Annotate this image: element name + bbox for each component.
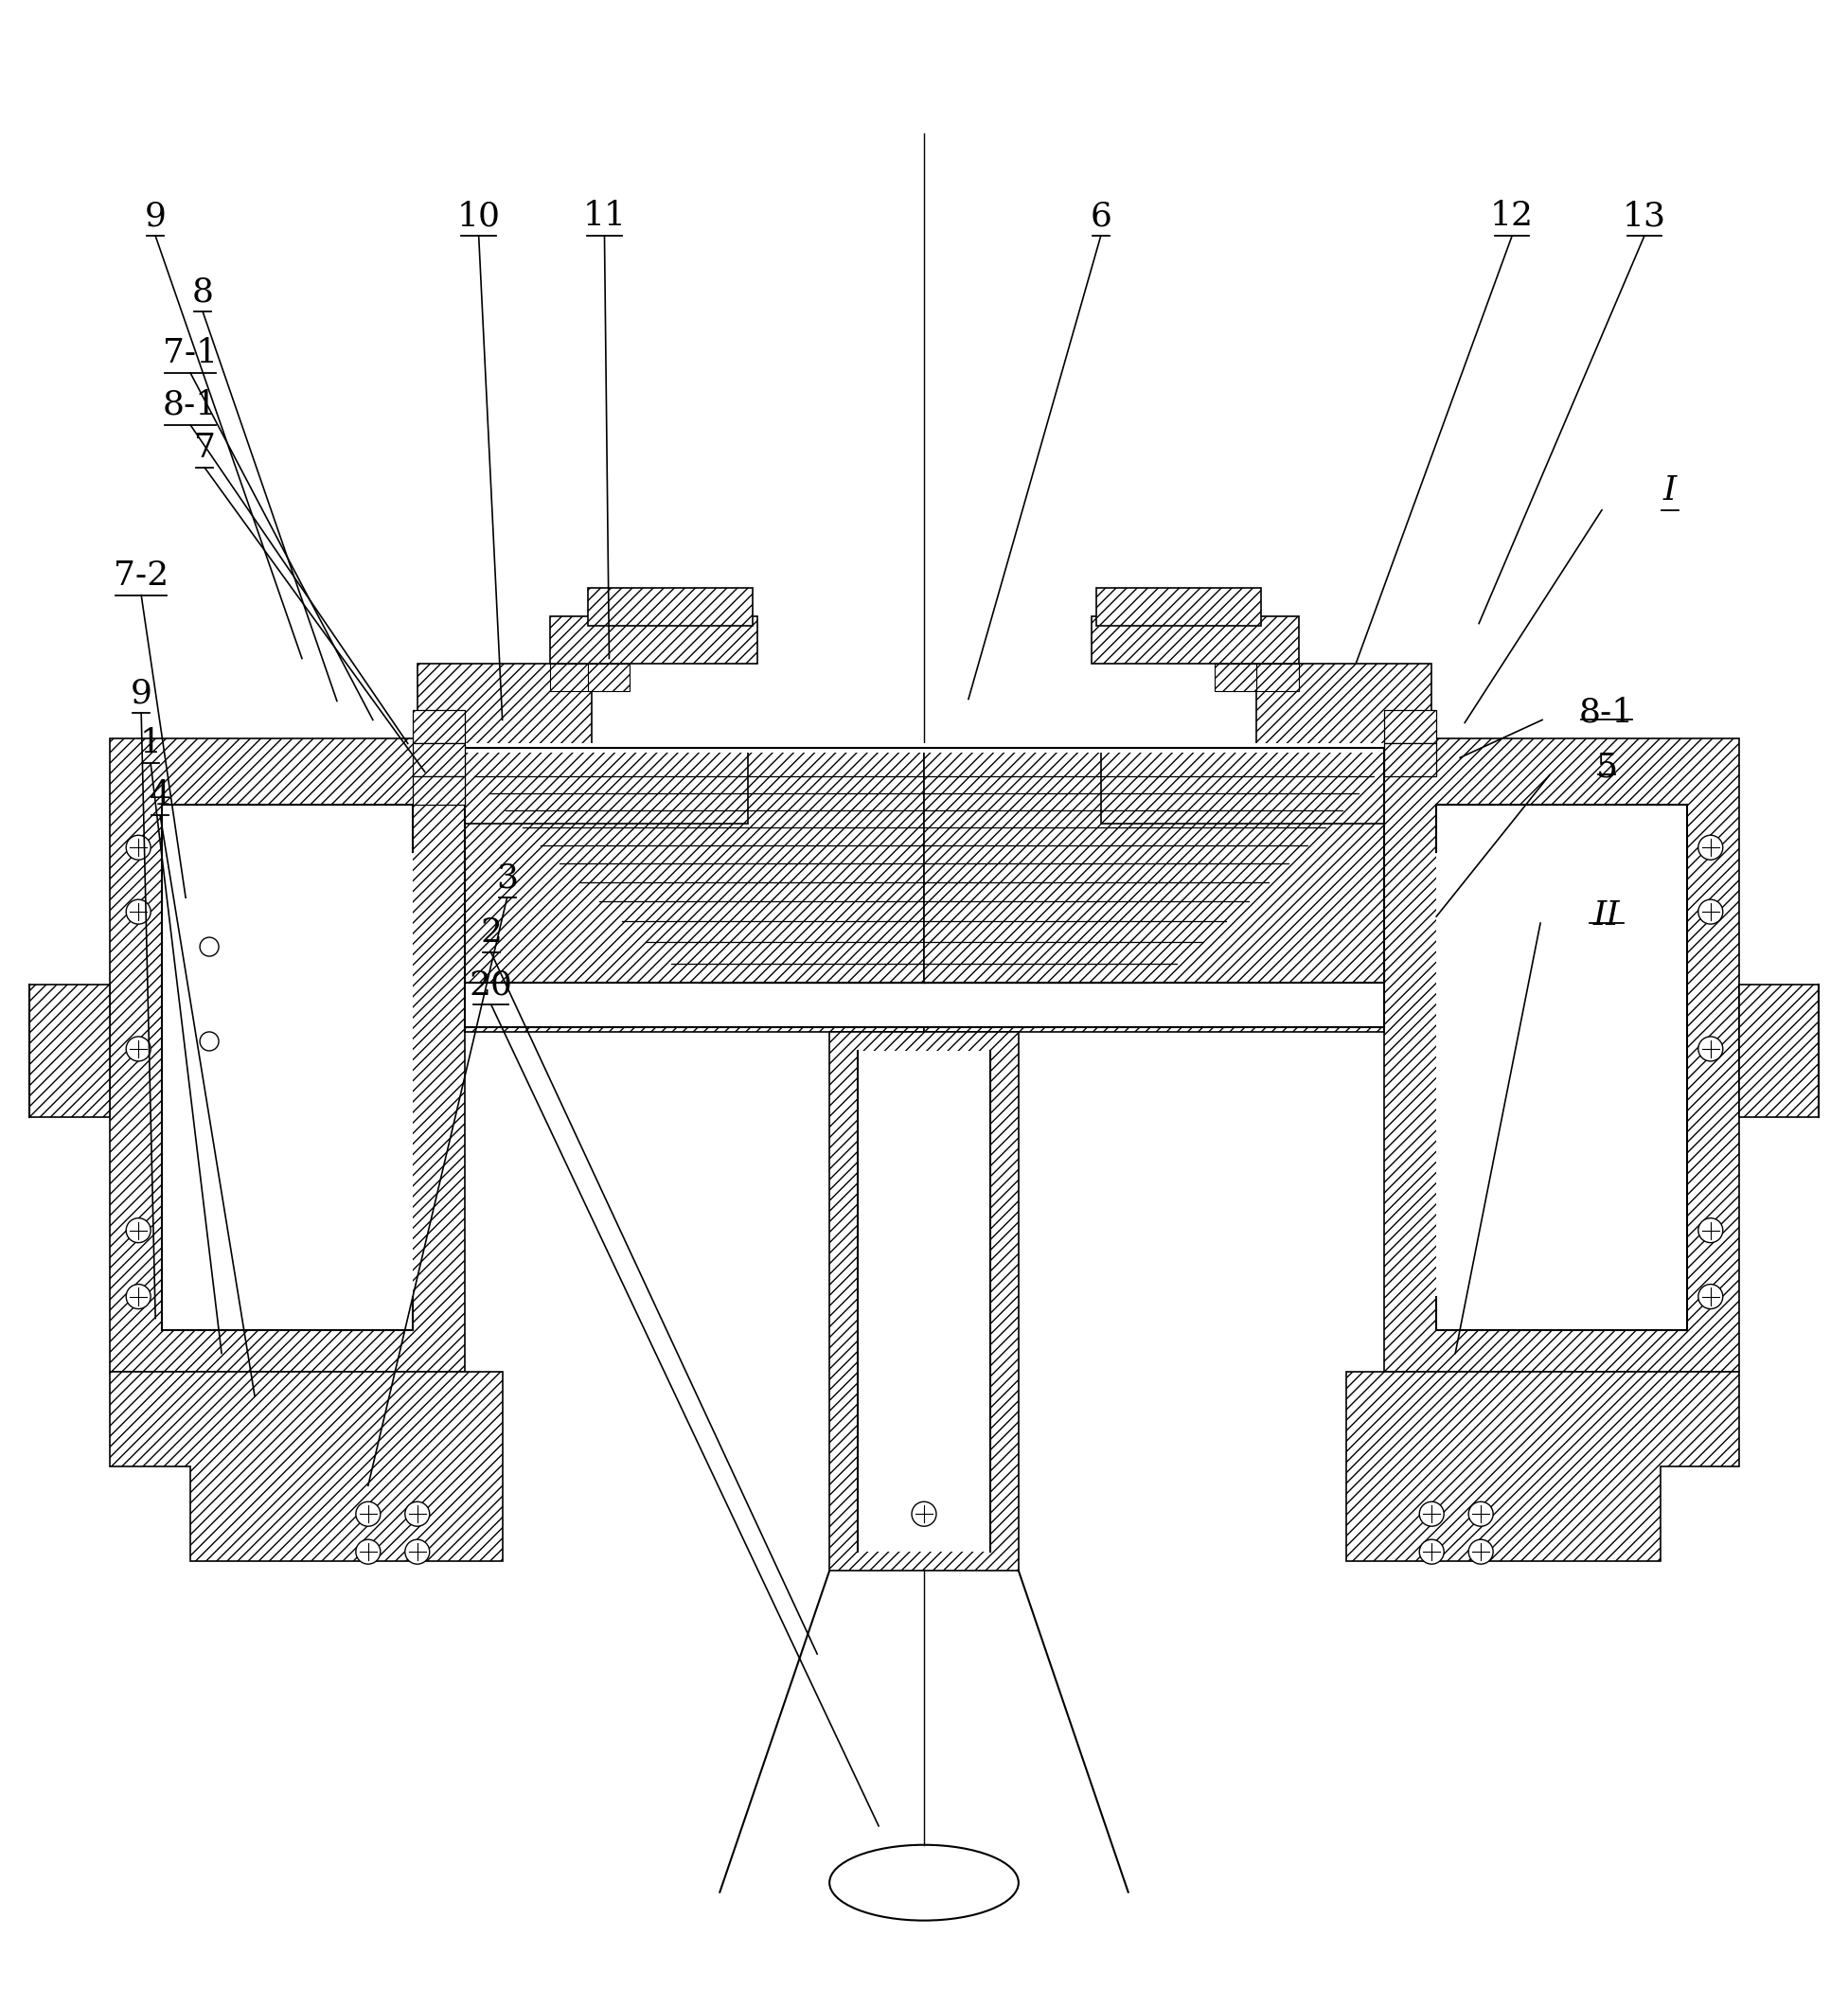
- Circle shape: [1469, 1501, 1493, 1525]
- Polygon shape: [1096, 588, 1262, 626]
- Text: 7: 7: [194, 432, 216, 464]
- Polygon shape: [464, 749, 924, 1032]
- Text: I: I: [1663, 474, 1676, 506]
- Circle shape: [126, 1218, 152, 1242]
- Bar: [924, 983, 1384, 1028]
- Polygon shape: [1739, 985, 1818, 1118]
- Circle shape: [357, 1501, 381, 1525]
- Text: 8-1: 8-1: [163, 389, 218, 421]
- Circle shape: [911, 1501, 937, 1525]
- Text: 8: 8: [192, 275, 214, 307]
- Polygon shape: [418, 662, 591, 749]
- Text: 8-1: 8-1: [1578, 696, 1634, 729]
- Polygon shape: [549, 616, 758, 662]
- Text: 9: 9: [131, 676, 152, 710]
- Polygon shape: [111, 739, 464, 1373]
- Text: II: II: [1593, 899, 1621, 931]
- Text: 7-2: 7-2: [115, 560, 168, 592]
- Text: 4: 4: [150, 779, 172, 811]
- Text: 2: 2: [480, 917, 503, 949]
- Circle shape: [357, 1539, 381, 1563]
- Circle shape: [405, 1539, 429, 1563]
- Polygon shape: [924, 749, 1384, 1032]
- Polygon shape: [111, 1373, 503, 1561]
- Circle shape: [126, 1284, 152, 1309]
- Polygon shape: [588, 588, 752, 626]
- Text: 1: 1: [140, 727, 161, 759]
- Bar: [464, 983, 924, 1028]
- Text: 11: 11: [582, 201, 626, 233]
- Circle shape: [1698, 1218, 1722, 1242]
- Polygon shape: [1347, 1373, 1739, 1561]
- Text: 20: 20: [469, 969, 512, 1001]
- Circle shape: [200, 1032, 218, 1052]
- Text: 7-1: 7-1: [163, 337, 218, 369]
- Text: 6: 6: [1090, 201, 1112, 233]
- Circle shape: [126, 1036, 152, 1062]
- Polygon shape: [1101, 749, 1384, 825]
- Circle shape: [1698, 899, 1722, 923]
- Bar: [1384, 743, 1436, 777]
- Circle shape: [1419, 1539, 1443, 1563]
- Polygon shape: [830, 1032, 1018, 1571]
- Bar: [412, 777, 464, 805]
- Bar: [588, 662, 630, 692]
- Polygon shape: [1092, 616, 1299, 662]
- Circle shape: [405, 1501, 429, 1525]
- Bar: [1384, 710, 1436, 743]
- Polygon shape: [1384, 739, 1739, 1373]
- Circle shape: [1698, 1284, 1722, 1309]
- Text: 10: 10: [456, 201, 501, 233]
- Circle shape: [200, 937, 218, 955]
- Polygon shape: [30, 985, 111, 1118]
- Bar: [412, 743, 464, 777]
- Circle shape: [126, 899, 152, 923]
- Bar: [1257, 662, 1299, 692]
- Text: 13: 13: [1623, 201, 1667, 233]
- Polygon shape: [1257, 662, 1432, 749]
- Bar: [464, 743, 1384, 753]
- Circle shape: [1469, 1539, 1493, 1563]
- Bar: [1436, 805, 1687, 1331]
- Bar: [412, 710, 464, 743]
- Text: 12: 12: [1489, 201, 1534, 233]
- Circle shape: [1419, 1501, 1443, 1525]
- Text: 5: 5: [1595, 751, 1617, 783]
- Bar: [163, 805, 412, 1331]
- Circle shape: [1698, 835, 1722, 859]
- Circle shape: [1698, 1036, 1722, 1062]
- Bar: [549, 662, 591, 692]
- Text: 9: 9: [144, 201, 166, 233]
- Bar: [857, 1052, 991, 1551]
- Polygon shape: [464, 749, 748, 825]
- Text: 3: 3: [495, 861, 517, 893]
- Circle shape: [126, 835, 152, 859]
- Bar: [1214, 662, 1257, 692]
